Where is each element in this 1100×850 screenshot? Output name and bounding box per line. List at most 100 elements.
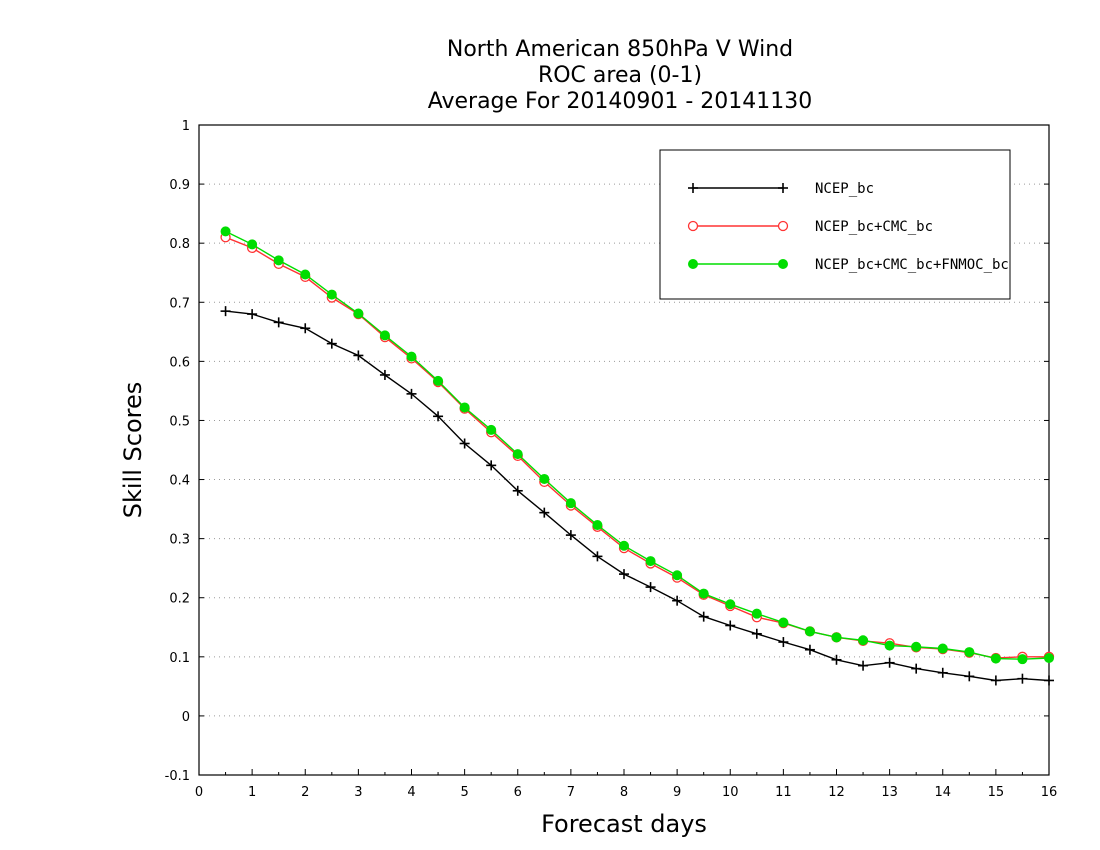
legend-label: NCEP_bc+CMC_bc+FNMOC_bc (815, 257, 1009, 273)
x-tick-label: 6 (514, 785, 522, 800)
data-point (964, 647, 975, 658)
data-point (273, 255, 284, 266)
data-point (433, 375, 444, 386)
y-tick-label: 0.9 (169, 178, 190, 193)
data-point (1017, 673, 1028, 684)
legend-entry: NCEP_bc (688, 181, 874, 197)
data-point (1044, 653, 1054, 663)
data-point (406, 351, 417, 362)
x-tick-label: 15 (988, 785, 1005, 800)
legend-label: NCEP_bc+CMC_bc (815, 219, 933, 235)
series-line (225, 236, 1049, 659)
y-axis: -0.1 0 0.1 0.2 0.3 0.4 0.5 0.6 0.7 0.8 0.9 1 (165, 119, 1049, 784)
data-point (592, 551, 603, 562)
data-point (300, 323, 311, 334)
data-point (565, 498, 576, 509)
data-point (539, 507, 550, 518)
data-point (990, 653, 1001, 664)
data-point (326, 338, 337, 349)
data-point (884, 640, 895, 651)
data-point (247, 239, 258, 250)
data-point (247, 309, 258, 320)
data-point (858, 635, 869, 646)
data-point (990, 675, 1001, 686)
data-point (964, 671, 975, 682)
data-point (858, 660, 869, 671)
legend: NCEP_bc NCEP_bc+CMC_bc NCEP_bc+CMC_bc+FNMO… (659, 149, 1011, 300)
x-tick-label: 1 (248, 785, 256, 800)
x-tick-label: 12 (828, 785, 845, 800)
data-point (698, 611, 709, 622)
x-tick-label: 9 (673, 785, 681, 800)
x-tick-label: 13 (881, 785, 898, 800)
legend-marker (688, 183, 698, 193)
legend-marker (778, 259, 788, 269)
data-point (433, 411, 444, 422)
data-point (698, 588, 709, 599)
legend-box (659, 149, 1011, 300)
y-tick-label: 0.1 (169, 651, 190, 666)
data-point (672, 595, 683, 606)
legend-entry: NCEP_bc+CMC_bc+FNMOC_bc (688, 257, 1009, 273)
data-point (592, 520, 603, 531)
data-point (911, 641, 922, 652)
data-point (831, 632, 842, 643)
data-point (512, 449, 523, 460)
x-axis: 0 1 2 3 4 5 6 7 8 9 10 11 12 13 14 15 16 (195, 769, 1057, 800)
legend-marker (687, 220, 699, 232)
legend-marker (777, 220, 789, 232)
data-point (379, 330, 390, 341)
data-point (725, 599, 736, 610)
series-0 (220, 306, 1054, 686)
x-tick-label: 4 (407, 785, 415, 800)
data-point (1017, 654, 1028, 665)
data-point (911, 663, 922, 674)
chart-title-line-2: ROC area (0-1) (537, 63, 703, 88)
x-axis-title: Forecast days (541, 810, 707, 838)
data-point (619, 540, 629, 551)
x-tick-label: 7 (567, 785, 575, 800)
data-point (565, 530, 576, 541)
data-point (778, 617, 789, 628)
legend-label: NCEP_bc (815, 181, 874, 197)
chart-title-line-3: Average For 20140901 - 20141130 (427, 89, 813, 114)
data-point (486, 424, 497, 435)
data-point (751, 628, 762, 639)
data-point (751, 608, 762, 619)
data-point (1044, 675, 1054, 686)
data-point (512, 485, 523, 496)
x-tick-label: 16 (1041, 785, 1058, 800)
data-point (672, 570, 683, 581)
data-point (831, 654, 842, 665)
y-tick-label: -0.1 (165, 769, 190, 784)
x-tick-label: 10 (722, 785, 739, 800)
series-layer (220, 226, 1055, 686)
y-tick-label: 0.4 (169, 474, 190, 489)
y-tick-label: 0.7 (169, 296, 190, 311)
data-point (619, 569, 629, 580)
x-tick-label: 11 (775, 785, 792, 800)
y-axis-title: Skill Scores (119, 382, 147, 519)
series-2 (220, 226, 1054, 665)
data-point (645, 556, 656, 567)
chart-title-line-1: North American 850hPa V Wind (446, 37, 794, 62)
series-line (225, 310, 1050, 682)
y-tick-label: 0.2 (169, 592, 190, 607)
data-point (353, 350, 364, 361)
y-tick-label: 0.3 (169, 533, 190, 548)
x-tick-label: 8 (620, 785, 628, 800)
y-tick-label: 0.5 (169, 414, 190, 429)
legend-entry: NCEP_bc+CMC_bc (687, 219, 933, 235)
x-tick-label: 0 (195, 785, 203, 800)
data-point (486, 460, 497, 471)
data-point (804, 626, 815, 637)
data-point (220, 306, 231, 317)
data-point (937, 667, 948, 678)
data-point (459, 438, 470, 449)
data-point (353, 308, 364, 319)
data-point (725, 620, 736, 631)
data-point (645, 582, 656, 593)
legend-marker (688, 259, 698, 269)
data-point (539, 473, 550, 484)
